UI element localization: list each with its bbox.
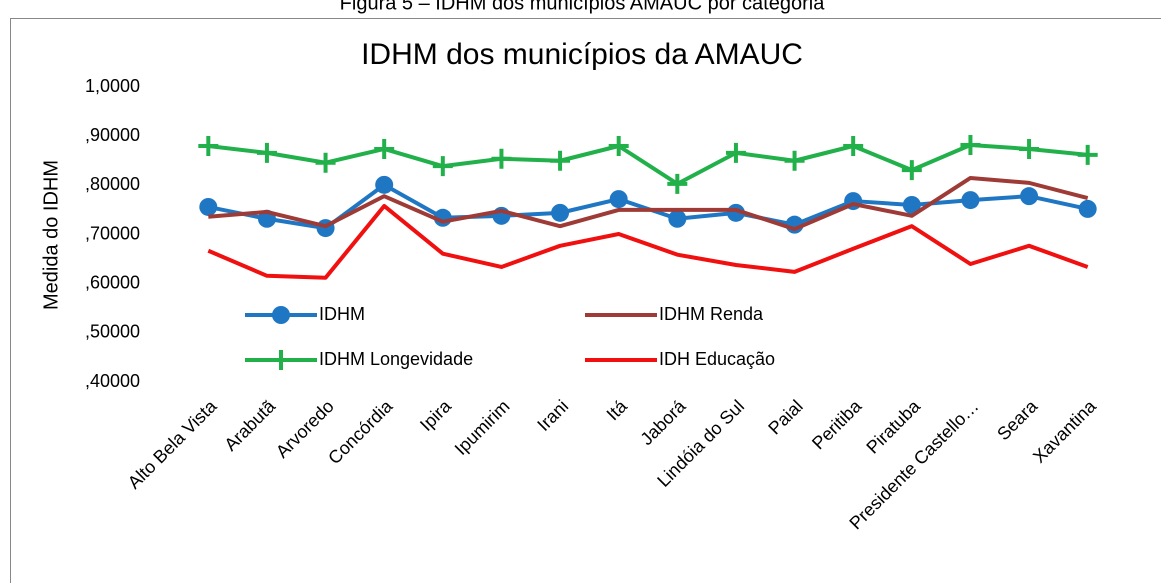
y-tick-label: ,80000 xyxy=(85,174,140,194)
legend-label: IDHM xyxy=(319,304,365,324)
x-tick-label: Ipumirim xyxy=(451,396,514,459)
y-axis-title: Medida do IDHM xyxy=(40,160,62,310)
point-marker xyxy=(725,142,746,163)
legend-marker xyxy=(272,306,290,324)
x-tick-label: Paial xyxy=(764,396,806,438)
point-marker xyxy=(961,191,980,210)
point-marker xyxy=(668,209,687,228)
point-marker xyxy=(198,136,219,156)
point-marker xyxy=(609,190,628,209)
legend-marker xyxy=(271,350,291,370)
x-tick-label: Concórdia xyxy=(324,395,397,468)
point-marker xyxy=(1077,144,1098,165)
y-tick-label: ,70000 xyxy=(85,223,140,243)
point-marker xyxy=(784,150,805,171)
legend-label: IDHM Longevidade xyxy=(319,349,473,369)
x-tick-label: Arabutã xyxy=(220,395,279,454)
point-marker xyxy=(315,152,336,173)
chart-title: IDHM dos municípios da AMAUC xyxy=(361,38,803,71)
point-marker xyxy=(667,173,688,194)
series-line xyxy=(208,143,1088,186)
series-line xyxy=(208,175,1089,232)
series-line xyxy=(207,182,1089,231)
point-marker xyxy=(256,142,277,163)
point-marker xyxy=(374,138,395,159)
point-marker xyxy=(901,160,922,181)
point-marker xyxy=(1019,138,1040,159)
legend-label: IDHM Renda xyxy=(659,304,764,324)
point-marker xyxy=(1020,187,1039,206)
x-tick-label: Ipira xyxy=(416,395,456,435)
point-marker xyxy=(1078,199,1097,218)
point-marker xyxy=(608,136,629,156)
point-marker xyxy=(375,175,394,194)
series-line xyxy=(207,203,1089,280)
y-tick-label: 1,0000 xyxy=(85,76,140,96)
y-tick-label: ,60000 xyxy=(85,272,140,292)
y-tick-label: ,40000 xyxy=(85,371,140,391)
y-tick-label: ,90000 xyxy=(85,125,140,145)
y-tick-label: ,50000 xyxy=(85,322,140,342)
point-marker xyxy=(491,148,512,169)
x-tick-label: Seara xyxy=(993,395,1042,444)
legend-label: IDH Educação xyxy=(659,349,775,369)
x-tick-label: Itá xyxy=(603,395,632,424)
x-tick-label: Irani xyxy=(533,396,572,435)
point-marker xyxy=(199,197,218,216)
point-marker xyxy=(551,203,570,222)
point-marker xyxy=(432,156,453,177)
point-marker xyxy=(843,136,864,156)
point-marker xyxy=(960,135,981,156)
x-tick-label: Jaborá xyxy=(636,395,690,449)
point-marker xyxy=(902,196,921,214)
figure-caption: Figura 5 – IDHM dos municípios AMAUC por… xyxy=(340,0,826,14)
x-tick-label: Alto Bela Vista xyxy=(124,395,221,492)
x-tick-label: Peritiba xyxy=(808,395,866,453)
point-marker xyxy=(550,150,571,171)
x-tick-label: Xavantina xyxy=(1029,395,1100,466)
chart-frame xyxy=(10,18,1161,583)
